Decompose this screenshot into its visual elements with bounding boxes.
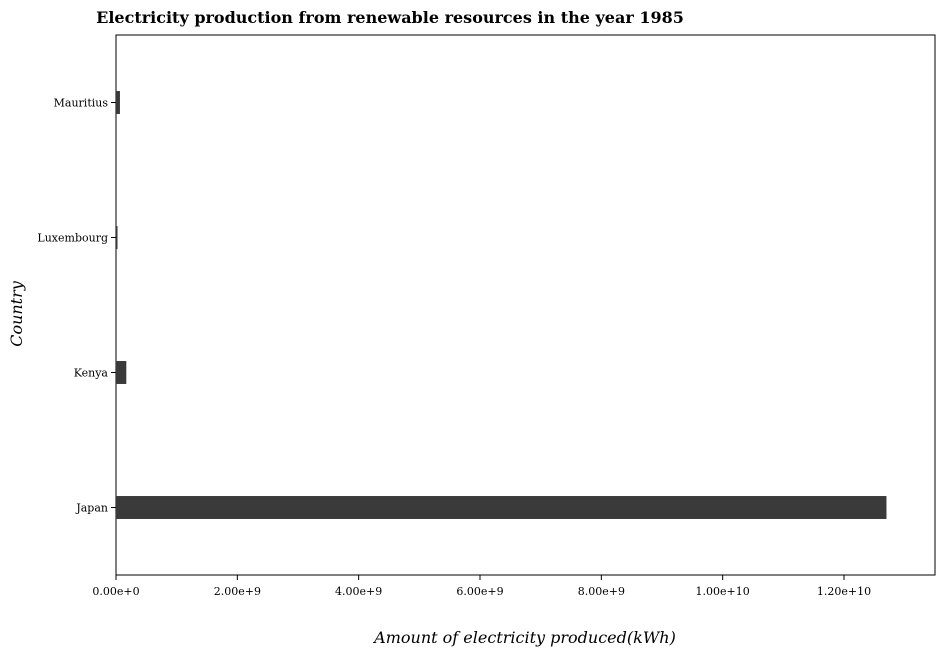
x-tick-label: 0.00e+0 (92, 585, 139, 598)
y-axis: Japan Kenya Luxembourg Mauritius (37, 97, 116, 515)
x-tick-label: 2.00e+9 (214, 585, 261, 598)
y-tick-label-japan: Japan (75, 502, 108, 515)
y-tick-label-mauritius: Mauritius (54, 97, 109, 110)
bar-japan (116, 496, 887, 519)
x-tick-label: 1.00e+10 (696, 585, 750, 598)
y-tick-label-luxembourg: Luxembourg (37, 232, 108, 245)
x-tick-label: 1.20e+10 (817, 585, 871, 598)
chart-title: Electricity production from renewable re… (96, 8, 684, 27)
x-tick-label: 4.00e+9 (335, 585, 382, 598)
bar-kenya (116, 361, 127, 384)
x-tick-label: 6.00e+9 (456, 585, 503, 598)
bar-luxembourg (116, 226, 118, 249)
x-axis-title: Amount of electricity produced(kWh) (372, 628, 676, 647)
bar-mauritius (116, 91, 120, 114)
x-tick-label: 8.00e+9 (578, 585, 625, 598)
bars-group (116, 91, 887, 519)
y-tick-label-kenya: Kenya (74, 367, 109, 380)
plot-frame (115, 34, 936, 576)
y-axis-title: Country (7, 280, 26, 347)
x-axis: 0.00e+0 2.00e+9 4.00e+9 6.00e+9 8.00e+9 1.00e… (92, 575, 871, 598)
plot-area (115, 34, 936, 576)
